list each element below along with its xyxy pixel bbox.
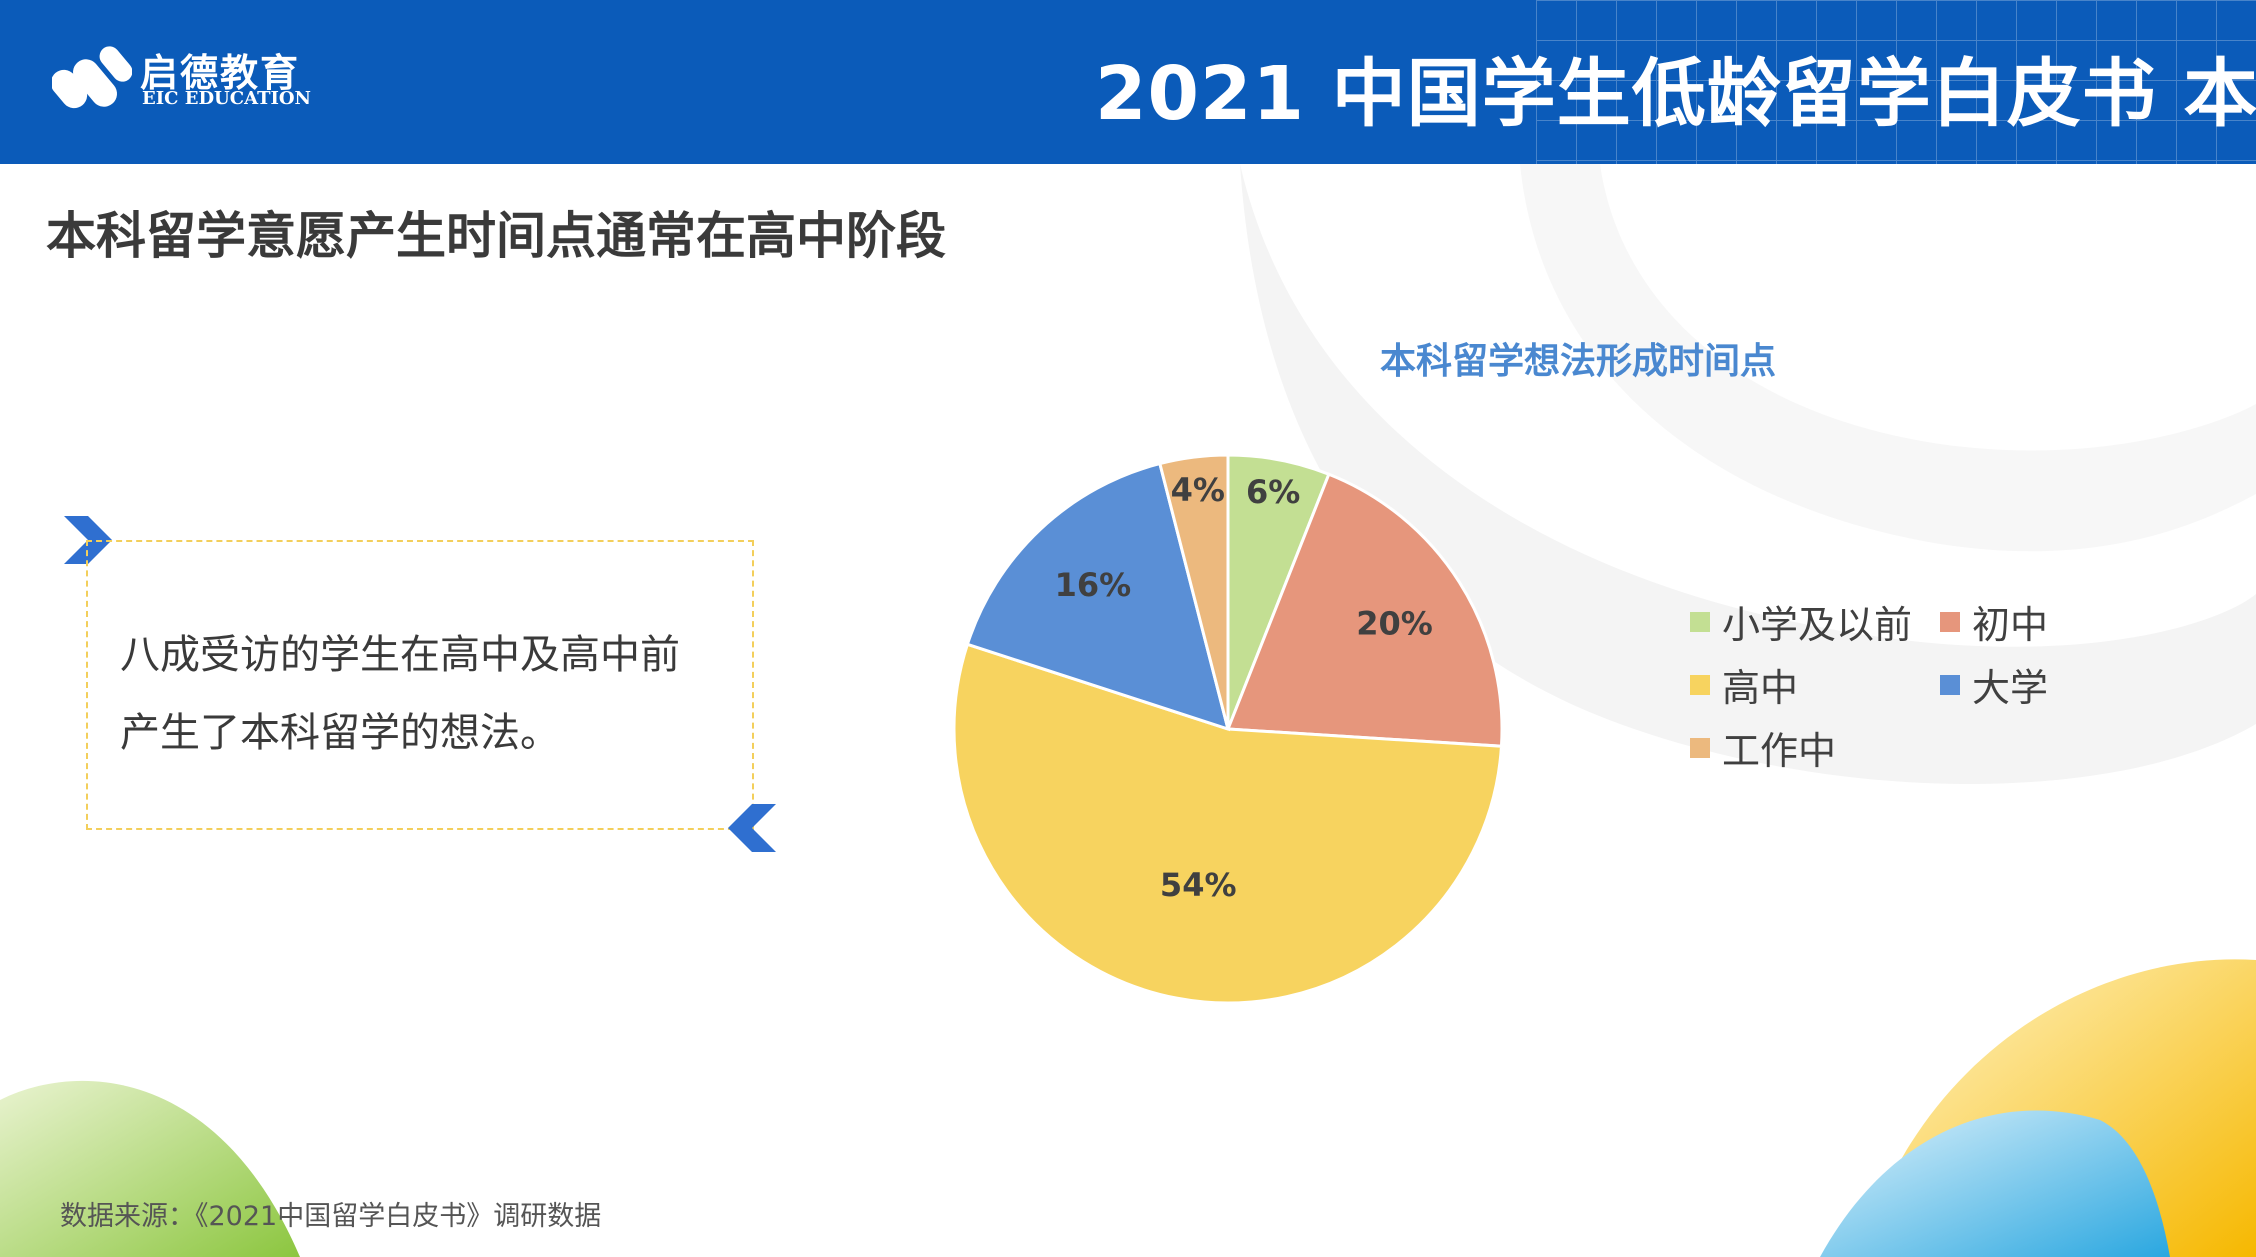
legend-swatch (1690, 674, 1710, 695)
pie-chart: 6% 20% 54% 16% 4% (952, 453, 1504, 1005)
summary-line-1: 八成受访的学生在高中及高中前 (120, 632, 680, 678)
legend-item-2: 初中 (1940, 594, 2048, 649)
legend-label: 高中 (1722, 666, 1799, 710)
chevron-left-icon (728, 804, 776, 852)
page-title: 本科留学意愿产生时间点通常在高中阶段 (46, 207, 946, 265)
legend-swatch (1940, 611, 1960, 632)
background-swoosh-decoration (1240, 164, 2256, 784)
green-corner-decoration (0, 1080, 300, 1257)
legend-label: 初中 (1972, 603, 2049, 647)
pie-data-label-4: 16% (1055, 566, 1132, 604)
legend-swatch (1690, 737, 1710, 758)
pie-data-label-2: 20% (1356, 604, 1433, 642)
summary-text: 八成受访的学生在高中及高中前 产生了本科留学的想法。 (120, 616, 740, 772)
legend-label: 工作中 (1722, 729, 1837, 773)
legend-swatch (1690, 611, 1710, 632)
legend-item-3: 高中 (1690, 657, 1798, 712)
summary-line-2: 产生了本科留学的想法。 (120, 710, 560, 756)
header-bar: 启德教育 EIC EDUCATION 2021 中国学生低龄留学白皮书 本科篇 (0, 0, 2256, 164)
legend-item-4: 大学 (1940, 657, 2048, 712)
logo-text-en: EIC EDUCATION (142, 88, 312, 109)
yellow-blue-corner-decoration (1820, 959, 2256, 1257)
header-grid-pattern (1536, 0, 2256, 164)
logo-text-cn: 启德教育 (140, 51, 301, 95)
pie-slice-5 (1158, 453, 1230, 730)
legend-item-5: 工作中 (1690, 720, 1836, 775)
eic-logo-icon (52, 46, 132, 109)
pie-data-label-3: 54% (1160, 866, 1237, 904)
data-source-note: 数据来源：《2021中国留学白皮书》调研数据 (60, 1201, 602, 1232)
legend-label: 小学及以前 (1722, 603, 1913, 647)
pie-slice-2 (1225, 472, 1504, 748)
pie-slice-3 (952, 642, 1504, 1005)
summary-textbox (86, 540, 754, 830)
legend-item-1: 小学及以前 (1690, 594, 1912, 649)
pie-data-label-1: 6% (1246, 473, 1300, 511)
report-title: 2021 中国学生低龄留学白皮书 本科篇 (1095, 51, 2256, 137)
pie-slice-4 (965, 461, 1231, 732)
pie-data-label-5: 4% (1171, 471, 1225, 509)
chart-title: 本科留学想法形成时间点 (1380, 341, 1777, 382)
legend-swatch (1940, 674, 1960, 695)
legend-label: 大学 (1972, 666, 2049, 710)
